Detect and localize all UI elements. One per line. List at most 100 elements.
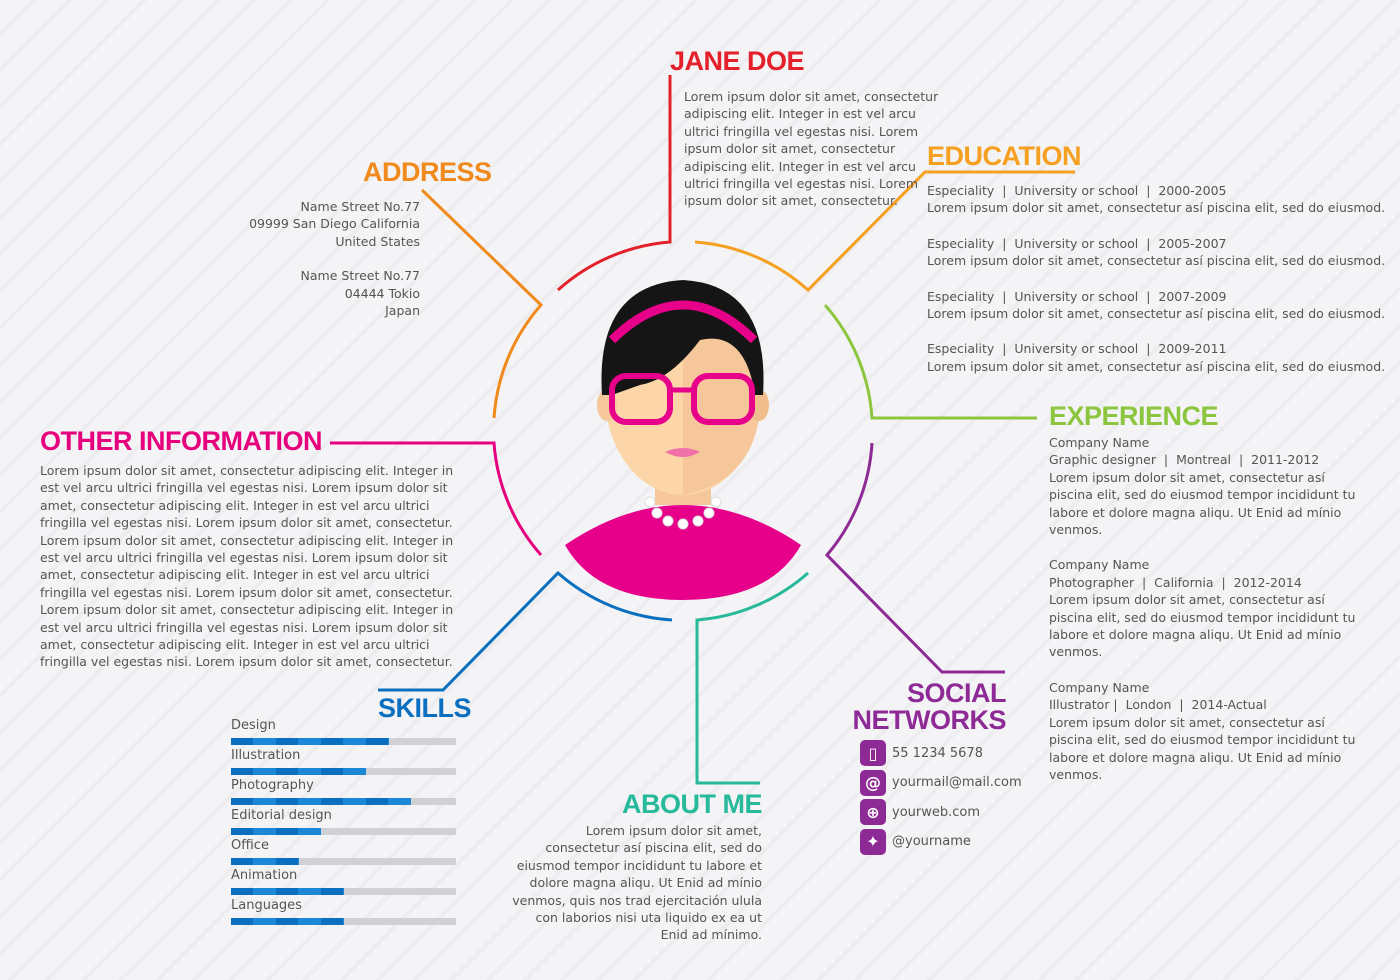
address-line: United States xyxy=(335,233,420,249)
skill-label: Animation xyxy=(231,868,298,883)
skill-label: Editorial design xyxy=(231,808,332,823)
skill-bar xyxy=(231,798,456,805)
skill-bar-fill xyxy=(231,918,344,925)
address-title: ADDRESS xyxy=(363,157,492,187)
experience-item: Company Name Illustrator | London | 2014-… xyxy=(1049,679,1369,783)
company: Company Name xyxy=(1049,435,1150,450)
skill-bar xyxy=(231,738,456,745)
company: Company Name xyxy=(1049,557,1150,573)
skill-bar xyxy=(231,828,456,835)
address-line: 04444 Tokio xyxy=(344,285,420,301)
skill-bar-fill xyxy=(231,798,411,805)
skill-item: Animation xyxy=(231,868,456,895)
education-title: EDUCATION xyxy=(927,141,1082,171)
address-connector xyxy=(420,188,544,419)
education-connector xyxy=(694,170,1075,293)
social-title-line: SOCIAL xyxy=(906,678,1007,708)
social-text: yourmail@mail.com xyxy=(892,775,1022,790)
skill-label: Illustration xyxy=(231,748,301,763)
social-text: 55 1234 5678 xyxy=(892,745,983,761)
address-line: Name Street No.77 xyxy=(300,268,420,284)
skill-item: Office xyxy=(231,838,456,865)
social-connector xyxy=(824,442,1005,674)
education-text: Lorem ipsum dolor sit amet, consectetur … xyxy=(927,358,1386,374)
skill-bar-fill xyxy=(231,828,321,835)
other-paragraph: Lorem ipsum dolor sit amet, consectetur … xyxy=(40,602,454,670)
skill-item: Illustration xyxy=(231,748,456,775)
experience-list: Company Name Graphic designer | Montreal … xyxy=(1049,434,1369,801)
phone-icon: ▯ xyxy=(860,740,886,766)
experience-text: Lorem ipsum dolor sit amet, consectetur … xyxy=(1049,592,1356,660)
address-line: Japan xyxy=(385,303,420,319)
education-item: Especiality | University or school | 200… xyxy=(927,288,1387,323)
education-head: Especiality | University or school | 200… xyxy=(927,235,1227,251)
role: Graphic designer | Montreal | 2011-2012 xyxy=(1049,452,1320,468)
skill-label: Office xyxy=(231,838,269,853)
twitter-icon: ✦ xyxy=(860,828,886,855)
skill-item: Design xyxy=(231,718,456,745)
skill-bar xyxy=(231,918,456,925)
experience-title: EXPERIENCE xyxy=(1049,401,1219,431)
other-title: OTHER INFORMATION xyxy=(40,426,322,456)
skill-bar-fill xyxy=(231,738,389,745)
skills-title: SKILLS xyxy=(378,693,472,723)
skill-bar xyxy=(231,768,456,775)
skill-bar-fill xyxy=(231,888,344,895)
other-paragraph: Lorem ipsum dolor sit amet, consectetur … xyxy=(40,463,454,531)
arcs xyxy=(330,75,1075,785)
address-block: Name Street No.77 09999 San Diego Califo… xyxy=(220,198,420,319)
skill-label: Design xyxy=(231,718,276,733)
skill-bar xyxy=(231,888,456,895)
avatar xyxy=(565,280,801,600)
other-connector xyxy=(330,441,543,556)
skill-label: Languages xyxy=(231,898,302,913)
social-text: @yourname xyxy=(892,834,971,849)
social-text: yourweb.com xyxy=(892,804,981,820)
social-item[interactable]: ⊕ yourweb.com xyxy=(860,799,980,825)
other-text: Lorem ipsum dolor sit amet, consectetur … xyxy=(40,462,465,671)
about-text: Lorem ipsum dolor sit amet, consectetur … xyxy=(512,823,762,943)
education-head: Especiality | University or school | 200… xyxy=(927,288,1227,304)
address-line: 09999 San Diego California xyxy=(249,216,420,232)
experience-text: Lorem ipsum dolor sit amet, consectetur … xyxy=(1049,469,1356,538)
social-title: SOCIAL NETWORKS xyxy=(840,678,1007,735)
experience-item: Company Name Graphic designer | Montreal … xyxy=(1049,434,1369,538)
skill-bar xyxy=(231,858,456,865)
other-paragraph: Lorem ipsum dolor sit amet, consectetur … xyxy=(40,532,454,600)
globe-icon: ⊕ xyxy=(860,799,886,825)
education-item: Especiality | University or school | 200… xyxy=(927,182,1387,217)
role: Photographer | California | 2012-2014 xyxy=(1049,574,1302,590)
experience-connector xyxy=(823,304,1037,420)
company: Company Name xyxy=(1049,679,1150,695)
education-text: Lorem ipsum dolor sit amet, consectetur … xyxy=(927,253,1386,269)
experience-item: Company Name Photographer | California | … xyxy=(1049,556,1369,660)
address-line: Name Street No.77 xyxy=(300,199,420,214)
name-connector xyxy=(556,75,672,292)
skill-item: Photography xyxy=(231,778,456,805)
education-head: Especiality | University or school | 200… xyxy=(927,183,1227,198)
email-icon: @ xyxy=(860,769,886,796)
social-title-line: NETWORKS xyxy=(852,705,1007,735)
name-summary: Lorem ipsum dolor sit amet, consectetur … xyxy=(684,89,939,209)
education-item: Especiality | University or school | 200… xyxy=(927,235,1387,270)
education-text: Lorem ipsum dolor sit amet, consectetur … xyxy=(927,200,1386,216)
social-item[interactable]: ▯ 55 1234 5678 xyxy=(860,740,983,766)
social-item[interactable]: @ yourmail@mail.com xyxy=(860,769,1022,796)
education-head: Especiality | University or school | 200… xyxy=(927,341,1227,357)
education-item: Especiality | University or school | 200… xyxy=(927,340,1387,375)
skill-label: Photography xyxy=(231,778,314,793)
experience-text: Lorem ipsum dolor sit amet, consectetur … xyxy=(1049,714,1356,782)
name-title: JANE DOE xyxy=(670,46,805,76)
skill-item: Editorial design xyxy=(231,808,456,835)
skills-connector xyxy=(378,570,673,692)
skill-item: Languages xyxy=(231,898,456,925)
education-list: Especiality | University or school | 200… xyxy=(927,182,1387,393)
education-text: Lorem ipsum dolor sit amet, consectetur … xyxy=(927,306,1386,322)
skill-bar-fill xyxy=(231,768,366,775)
about-connector xyxy=(695,571,809,785)
about-title: ABOUT ME xyxy=(622,789,763,819)
social-item[interactable]: ✦ @yourname xyxy=(860,828,971,855)
role: Illustrator | London | 2014-Actual xyxy=(1049,697,1267,713)
skill-bar-fill xyxy=(231,858,299,865)
